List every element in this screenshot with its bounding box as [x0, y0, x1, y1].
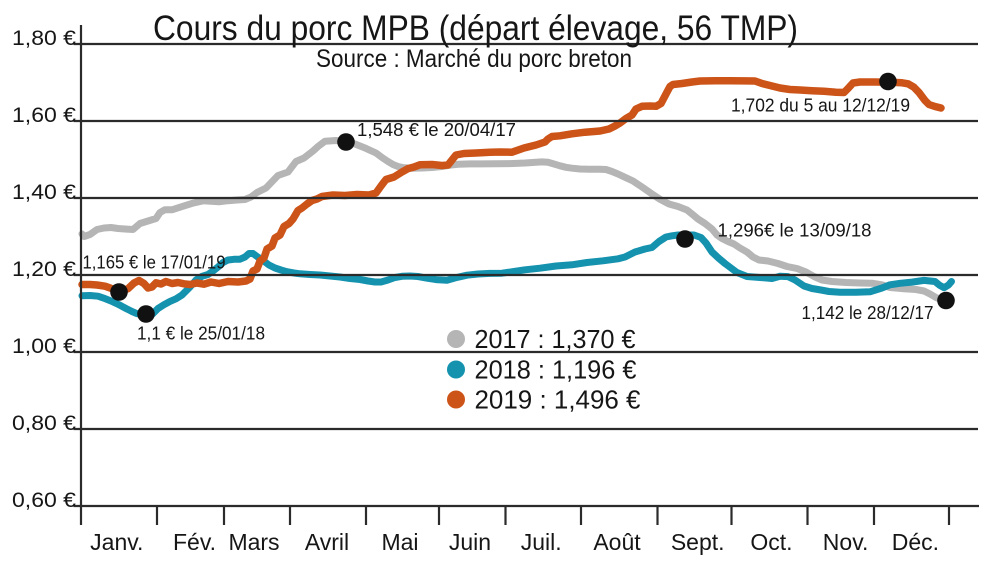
- svg-text:2017 : 1,370 €: 2017 : 1,370 €: [475, 324, 637, 354]
- svg-text:Oct.: Oct.: [750, 529, 792, 555]
- svg-text:1,142 le 28/12/17: 1,142 le 28/12/17: [802, 302, 934, 323]
- svg-text:Sept.: Sept.: [671, 529, 725, 555]
- svg-text:Nov.: Nov.: [823, 529, 869, 555]
- svg-text:0,80 €: 0,80 €: [12, 410, 76, 435]
- svg-text:1,296€ le 13/09/18: 1,296€ le 13/09/18: [718, 220, 872, 241]
- svg-text:Source : Marché du porc breton: Source : Marché du porc breton: [316, 45, 632, 73]
- svg-text:Janv.: Janv.: [90, 529, 143, 555]
- svg-text:1,1 € le 25/01/18: 1,1 € le 25/01/18: [137, 323, 265, 344]
- svg-text:2019 : 1,496 €: 2019 : 1,496 €: [475, 385, 642, 415]
- svg-text:2018 : 1,196 €: 2018 : 1,196 €: [475, 355, 638, 385]
- svg-text:Mai: Mai: [381, 529, 418, 555]
- svg-text:1,40 €: 1,40 €: [12, 179, 76, 204]
- svg-text:1,60 €: 1,60 €: [12, 102, 76, 127]
- svg-text:1,702 du 5 au 12/12/19: 1,702 du 5 au 12/12/19: [731, 95, 910, 116]
- svg-text:1,20 €: 1,20 €: [12, 256, 76, 281]
- svg-text:Juin: Juin: [449, 529, 491, 555]
- svg-text:1,00 €: 1,00 €: [12, 333, 76, 358]
- svg-text:1,165 € le 17/01/19: 1,165 € le 17/01/19: [83, 252, 226, 273]
- svg-text:Août: Août: [593, 529, 641, 555]
- svg-text:Mars: Mars: [228, 529, 279, 555]
- svg-text:Cours du porc MPB (départ élev: Cours du porc MPB (départ élevage, 56 TM…: [153, 8, 798, 48]
- svg-text:Avril: Avril: [305, 529, 349, 555]
- svg-text:Déc.: Déc.: [892, 529, 939, 555]
- svg-text:1,80 €: 1,80 €: [12, 25, 76, 50]
- svg-text:Juil.: Juil.: [521, 529, 562, 555]
- svg-text:0,60 €: 0,60 €: [12, 487, 76, 512]
- svg-text:1,548 € le 20/04/17: 1,548 € le 20/04/17: [357, 119, 516, 140]
- svg-text:Fév.: Fév.: [173, 529, 216, 555]
